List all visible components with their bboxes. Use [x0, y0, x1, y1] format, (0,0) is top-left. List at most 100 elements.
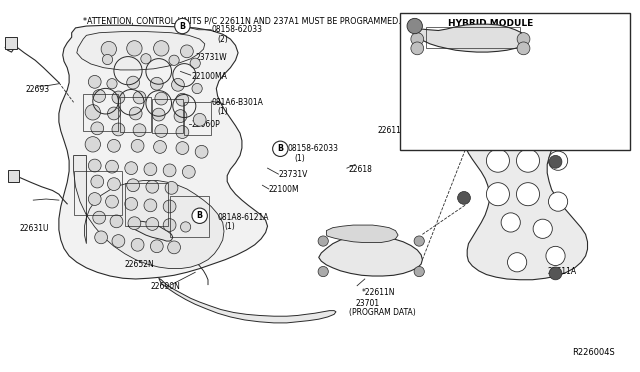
Circle shape [168, 241, 180, 254]
Text: R226004S: R226004S [572, 348, 614, 357]
Circle shape [517, 42, 530, 55]
Circle shape [193, 113, 206, 126]
Bar [184, 102, 211, 135]
Circle shape [144, 163, 157, 176]
Text: 23701: 23701 [355, 299, 380, 308]
Text: 237A3: 237A3 [554, 79, 578, 88]
Circle shape [112, 123, 125, 136]
Circle shape [131, 238, 144, 251]
Polygon shape [77, 32, 205, 70]
Text: 22100M: 22100M [269, 185, 300, 194]
Text: 08158-62033: 08158-62033 [288, 144, 339, 153]
Circle shape [516, 149, 540, 172]
Circle shape [141, 54, 151, 64]
Text: *237A1: *237A1 [557, 62, 585, 71]
Polygon shape [128, 221, 173, 241]
Text: (PROGRAM DATA): (PROGRAM DATA) [349, 308, 415, 317]
Circle shape [112, 91, 125, 104]
Text: 22618: 22618 [349, 165, 372, 174]
Circle shape [163, 219, 176, 231]
Circle shape [127, 179, 140, 192]
Circle shape [192, 208, 207, 224]
Circle shape [88, 159, 101, 172]
Polygon shape [415, 24, 526, 52]
Circle shape [192, 83, 202, 94]
Circle shape [91, 122, 104, 135]
Text: 22690N: 22690N [150, 282, 180, 291]
Circle shape [127, 41, 142, 56]
Circle shape [517, 33, 530, 45]
Circle shape [411, 33, 424, 45]
Text: (1): (1) [224, 222, 235, 231]
Text: (2): (2) [218, 35, 228, 44]
Bar [426, 27, 520, 48]
Circle shape [174, 110, 187, 122]
Circle shape [318, 266, 328, 277]
Circle shape [107, 78, 117, 89]
Circle shape [101, 41, 116, 57]
Circle shape [146, 218, 159, 230]
Circle shape [110, 215, 123, 228]
Circle shape [85, 105, 100, 120]
Circle shape [152, 108, 165, 121]
Text: 08158-62033: 08158-62033 [211, 25, 262, 34]
Polygon shape [466, 126, 588, 280]
Circle shape [108, 107, 120, 120]
Circle shape [548, 151, 568, 170]
Circle shape [172, 78, 184, 91]
Circle shape [546, 246, 565, 266]
Circle shape [318, 236, 328, 246]
Circle shape [150, 240, 163, 253]
Circle shape [501, 213, 520, 232]
Text: B: B [277, 144, 284, 153]
Bar [170, 196, 209, 237]
Circle shape [146, 180, 159, 193]
Circle shape [112, 235, 125, 247]
Circle shape [407, 18, 422, 34]
Circle shape [108, 178, 120, 190]
Bar [8, 170, 19, 182]
Circle shape [182, 166, 195, 178]
Text: 23731V: 23731V [278, 170, 308, 179]
Text: HYBRID MODULE: HYBRID MODULE [448, 19, 533, 28]
Circle shape [414, 236, 424, 246]
Circle shape [516, 183, 540, 206]
Circle shape [133, 124, 146, 137]
Bar [5, 37, 17, 49]
Circle shape [155, 92, 168, 105]
Bar [152, 99, 183, 133]
Bar [120, 97, 151, 132]
Circle shape [169, 55, 179, 65]
Circle shape [176, 93, 189, 106]
Circle shape [273, 141, 288, 157]
Text: (PROGRAM: (PROGRAM [554, 87, 595, 96]
Polygon shape [59, 25, 268, 279]
Circle shape [163, 200, 176, 213]
Circle shape [549, 267, 562, 280]
Circle shape [88, 76, 101, 88]
Circle shape [128, 217, 141, 230]
Circle shape [486, 149, 509, 172]
Circle shape [548, 192, 568, 211]
Text: DATA): DATA) [560, 94, 582, 103]
Circle shape [85, 137, 100, 152]
Circle shape [175, 18, 190, 34]
Circle shape [180, 45, 193, 58]
Circle shape [93, 211, 106, 224]
Text: 22100MA: 22100MA [192, 72, 228, 81]
Text: *22611N: *22611N [362, 288, 395, 296]
Text: (1): (1) [294, 154, 305, 163]
Circle shape [508, 253, 527, 272]
Text: 081A6-B301A: 081A6-B301A [211, 98, 263, 107]
Text: 22611A: 22611A [378, 126, 407, 135]
Text: 22612: 22612 [518, 126, 542, 135]
Polygon shape [326, 225, 398, 243]
Circle shape [163, 164, 176, 177]
Circle shape [150, 77, 163, 90]
Text: 22693: 22693 [26, 85, 50, 94]
Circle shape [180, 222, 191, 232]
Circle shape [102, 54, 113, 65]
Circle shape [165, 182, 178, 194]
Circle shape [486, 183, 509, 206]
Text: 22652N: 22652N [125, 260, 154, 269]
